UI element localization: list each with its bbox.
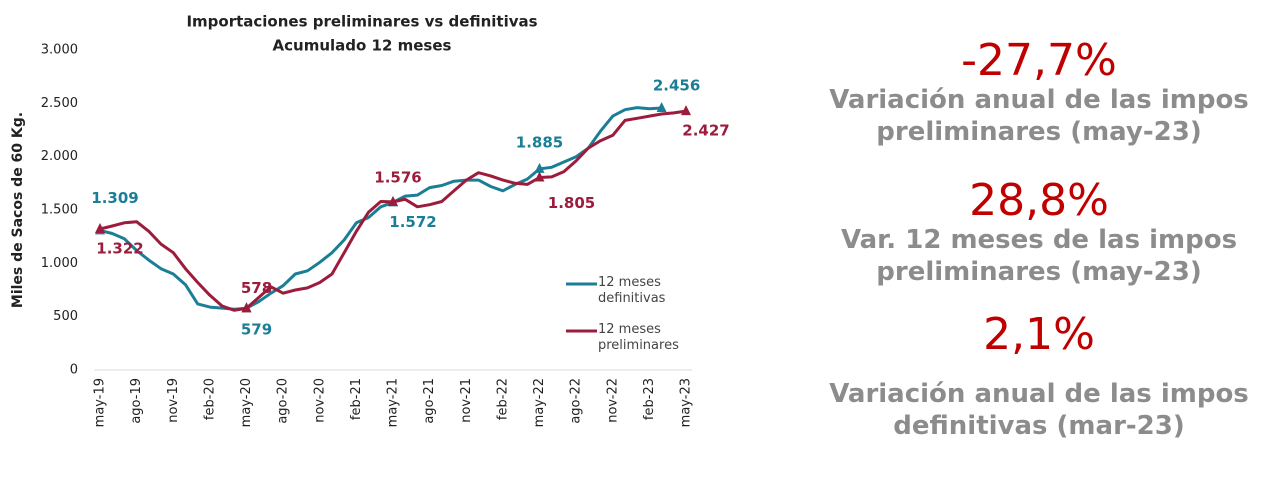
y-tick-label: 500	[53, 309, 78, 324]
y-tick-label: 1.000	[41, 256, 78, 271]
x-tick-label: nov-21	[459, 378, 474, 423]
data-label: 1.576	[374, 168, 421, 186]
point-marker	[534, 171, 545, 182]
data-label: 1.885	[516, 133, 563, 151]
x-tick-label: ago-22	[569, 378, 584, 424]
y-tick-label: 2.000	[41, 149, 78, 164]
x-tick-label: may-20	[239, 378, 254, 427]
x-tick-label: nov-22	[605, 378, 620, 423]
data-label: 578	[241, 279, 272, 297]
x-tick-label: may-19	[93, 378, 108, 427]
point-marker	[681, 105, 691, 116]
x-tick-label: feb-20	[202, 378, 217, 420]
legend-label: 12 meses definitivas	[598, 275, 666, 306]
indicator-value: -27,7%	[961, 35, 1117, 86]
x-tick-label: may-22	[532, 378, 547, 427]
y-tick-label: 1.500	[41, 203, 78, 218]
indicator-panel: -27,7% Variación anual de las impos prel…	[800, 0, 1278, 442]
x-tick-label: ago-21	[422, 378, 437, 424]
data-label: 1.572	[389, 213, 436, 231]
point-marker	[241, 302, 252, 313]
y-tick-label: 3.000	[41, 43, 78, 58]
data-label: 1.322	[96, 239, 143, 257]
y-axis-label: Miles de Sacos de 60 Kg.	[10, 112, 26, 308]
data-label: 1.805	[548, 194, 595, 212]
data-label: 579	[241, 321, 272, 339]
point-marker	[656, 102, 667, 113]
point-marker	[534, 162, 545, 173]
point-marker	[95, 222, 105, 233]
chart-title: Importaciones preliminares vs definitiva…	[186, 13, 537, 31]
data-label: 2.456	[653, 77, 700, 95]
indicator-value: 2,1%	[983, 309, 1095, 360]
indicator-value: 28,8%	[969, 175, 1109, 226]
data-label: 2.427	[682, 122, 729, 140]
x-tick-label: may-21	[386, 378, 401, 427]
point-marker	[388, 195, 398, 206]
x-tick-label: ago-20	[276, 378, 291, 424]
y-tick-label: 2.500	[41, 96, 78, 111]
x-tick-label: feb-23	[642, 378, 657, 420]
x-tick-label: nov-19	[166, 378, 181, 423]
x-tick-label: feb-21	[349, 378, 364, 420]
series-line	[99, 106, 662, 311]
legend-label: 12 meses preliminares	[598, 322, 679, 353]
x-tick-label: feb-22	[495, 378, 510, 420]
x-tick-label: nov-20	[312, 378, 327, 423]
indicator-label: Var. 12 meses de las impos preliminares …	[840, 225, 1238, 287]
indicator-label: Variación anual de las impos preliminare…	[829, 85, 1249, 147]
x-tick-label: ago-19	[129, 378, 144, 424]
data-label: 1.309	[91, 189, 138, 207]
indicator-label: Variación anual de las impos definitivas…	[829, 379, 1249, 441]
y-tick-label: 0	[70, 363, 78, 378]
x-tick-label: may-23	[679, 378, 694, 427]
chart: Importaciones preliminares vs definitiva…	[10, 13, 730, 428]
chart-subtitle: Acumulado 12 meses	[273, 37, 452, 55]
